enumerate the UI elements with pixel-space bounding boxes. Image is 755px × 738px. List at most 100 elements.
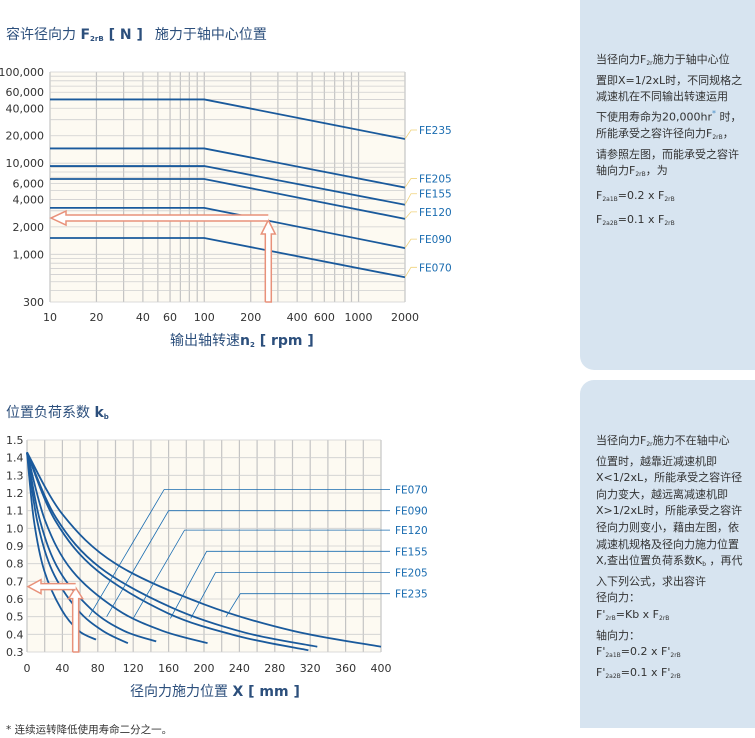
chart2-xlabel: 径向力施力位置 X [ mm ] (130, 684, 300, 700)
info-text-segment: ，再代 (706, 554, 743, 568)
x-tick-label: 400 (287, 311, 308, 324)
label-leader (106, 510, 390, 617)
label-leader (404, 266, 417, 278)
chart1-title: 容许径向力 F2rB [ N ] 施力于轴中心位置 (6, 27, 267, 43)
info-line: F2a2B=0.1 x F2rB (596, 212, 742, 233)
x-tick-label: 400 (371, 662, 392, 675)
series-label: FE090 (419, 234, 452, 246)
info-line: 当径向力F2r施力不在轴中心 (596, 433, 743, 454)
x-tick-label: 0 (24, 662, 31, 675)
kb-curve (26, 451, 382, 648)
y-tick-label: 1.2 (6, 487, 24, 500)
info-text-segment: F (596, 213, 603, 227)
y-tick-label: 1.0 (6, 522, 24, 535)
series-label: FE155 (419, 189, 452, 201)
info-text-segment: 轴向力F (596, 164, 636, 178)
info-line: F'2a1B=0.2 x F'2rB (596, 644, 743, 665)
chart1-xlabel: 输出轴转速n2 [ rpm ] (170, 333, 314, 349)
x-tick-label: 160 (158, 662, 179, 675)
chart2-title: 位置负荷系数 kb (6, 405, 109, 421)
info-text-segment: 时， (715, 110, 742, 124)
info-line: F'2a2B=0.1 x F'2rB (596, 665, 743, 686)
info-text-segment: 位置时，越靠近减速机即 (596, 454, 717, 468)
series-label: FE120 (419, 207, 452, 219)
info-text-segment: 2r (646, 441, 653, 448)
info-line: F2a1B=0.2 x F2rB (596, 188, 742, 209)
info-text-segment: * (711, 108, 716, 118)
y-tick-label: 6,000 (13, 177, 45, 190)
series-label: FE070 (395, 484, 428, 496)
series-label: FE090 (395, 506, 428, 518)
info-text-segment: 减速机规格及径向力施力位置 (596, 537, 739, 551)
y-tick-label: 0.7 (6, 575, 24, 588)
info-line: X>1/2xL时，所能承受之容许 (596, 503, 743, 520)
info-text-segment: X<1/2xL，所能承受之容许径 (596, 471, 743, 485)
info-text-segment: =0.2 x F' (620, 645, 671, 659)
info-text-segment: 2a2B (605, 672, 621, 680)
info-text-segment: 施力不在轴中心 (652, 434, 730, 447)
series-label: FE070 (419, 262, 452, 274)
y-tick-label: 0.9 (6, 540, 24, 553)
info-panel-top: 当径向力F2r施力于轴中心位 置即X=1/2xL时，不同规格之 减速机在不同输出转速… (580, 0, 755, 370)
info-text-segment: =0.1 x F' (620, 665, 671, 679)
info-text-segment: 施力于轴中心位 (652, 53, 730, 66)
series-line-fe070 (50, 237, 406, 279)
info-text-segment: ， (722, 127, 734, 141)
info-line: 请参照左图，而能承受之容许 (596, 147, 742, 164)
y-tick-label: 1.3 (6, 469, 24, 482)
info-text-segment: b (702, 561, 707, 569)
info-text-segment: 径向力则变小，藉由左图，依 (596, 520, 739, 534)
info-line: 减速机在不同输出转速运用 (596, 89, 742, 106)
info-line: 位置时，越靠近减速机即 (596, 454, 743, 471)
series-line-fe120 (50, 178, 406, 220)
info-text-segment: 2rB (659, 614, 670, 622)
x-tick-label: 100 (194, 311, 215, 324)
label-leader (404, 211, 417, 220)
info-text-segment: 轴向力： (596, 628, 640, 642)
x-tick-label: 40 (136, 311, 150, 324)
x-tick-label: 10 (43, 311, 57, 324)
info-text-segment: 2rB (664, 195, 675, 203)
x-tick-label: 280 (264, 662, 285, 675)
info-line: X,查出位置负荷系数Kb ，再代 (596, 553, 743, 574)
info-line: 下使用寿命为20,000hr* 时， (596, 106, 742, 126)
info-text-segment: =Kb x F (615, 607, 660, 621)
info-text-segment: 减速机在不同输出转速运用 (596, 90, 728, 104)
info-line: 置即X=1/2xL时，不同规格之 (596, 73, 742, 90)
x-tick-label: 2000 (391, 311, 419, 324)
info-text-segment: X,查出位置负荷系数K (596, 554, 703, 568)
series-line-fe235 (50, 98, 406, 140)
info-text-segment: 向力变大，越远离减速机即 (596, 487, 728, 501)
label-leader (404, 178, 417, 188)
label-leader (225, 593, 390, 617)
label-leader (170, 550, 390, 619)
info-text-segment: F' (596, 607, 606, 621)
info-line: 向力变大，越远离减速机即 (596, 487, 743, 504)
y-tick-label: 0.8 (6, 558, 24, 571)
series-label: FE205 (395, 568, 428, 580)
y-tick-label: 0.3 (6, 646, 24, 659)
info-text-segment: 2a1B (605, 652, 621, 660)
x-tick-label: 320 (300, 662, 321, 675)
info-text-segment: 所能承受之容许径向力F (596, 127, 713, 141)
footnote: * 连续运转降低使用寿命二分之一。 (6, 724, 173, 736)
series-line-fe205 (50, 147, 406, 189)
y-tick-label: 1.5 (6, 434, 24, 447)
info-text-bottom: 当径向力F2r施力不在轴中心 位置时，越靠近减速机即 X<1/2xL，所能承受之容许… (596, 433, 743, 685)
info-text-segment: X>1/2xL时，所能承受之容许 (596, 504, 743, 518)
series-line-fe090 (50, 207, 406, 249)
y-tick-label: 1.1 (6, 505, 24, 518)
x-tick-label: 20 (89, 311, 103, 324)
info-line: F'2rB=Kb x F2rB (596, 607, 743, 628)
y-tick-label: 0.4 (6, 628, 24, 641)
y-tick-label: 20,000 (6, 130, 45, 143)
info-text-top: 当径向力F2r施力于轴中心位 置即X=1/2xL时，不同规格之 减速机在不同输出转速… (596, 52, 742, 233)
label-leader (404, 238, 417, 249)
info-panel-bottom: 当径向力F2r施力不在轴中心 位置时，越靠近减速机即 X<1/2xL，所能承受之容许… (580, 380, 755, 728)
label-leader (404, 129, 417, 140)
annotation-arrow-up (260, 218, 277, 303)
info-text-segment: 径向力： (596, 591, 640, 605)
info-line: X<1/2xL，所能承受之容许径 (596, 470, 743, 487)
x-tick-label: 200 (240, 311, 261, 324)
series-line-fe155 (50, 165, 406, 206)
